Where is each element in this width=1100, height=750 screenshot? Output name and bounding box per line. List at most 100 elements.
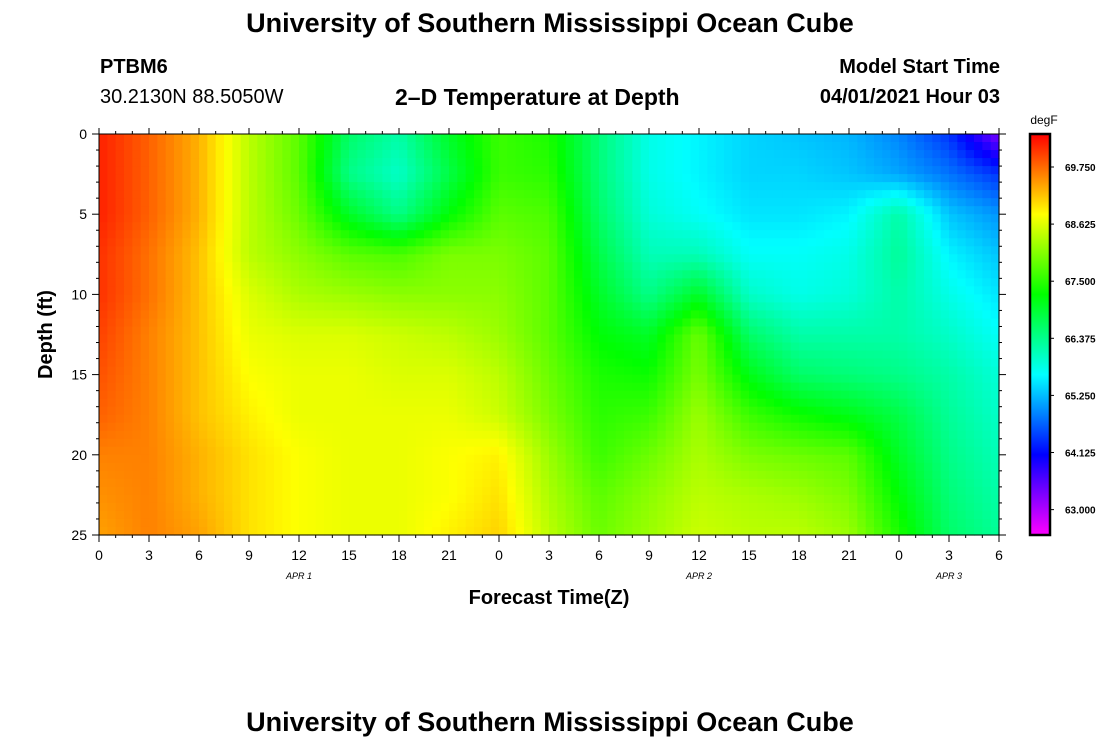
heatmap-cell: [974, 462, 983, 472]
heatmap-cell: [149, 270, 158, 279]
heatmap-cell: [990, 358, 1000, 368]
heatmap-cell: [957, 222, 967, 231]
heatmap-cell: [107, 190, 117, 199]
heatmap-cell: [499, 318, 508, 328]
heatmap-cell: [307, 486, 317, 496]
heatmap-cell: [890, 494, 900, 504]
heatmap-cell: [882, 358, 892, 368]
heatmap-cell: [382, 158, 392, 167]
heatmap-cell: [324, 350, 333, 360]
heatmap-cell: [932, 422, 942, 432]
heatmap-cell: [932, 254, 942, 263]
heatmap-cell: [432, 134, 442, 143]
heatmap-cell: [857, 142, 867, 151]
heatmap-cell: [307, 446, 317, 456]
heatmap-cell: [140, 230, 150, 239]
heatmap-cell: [682, 462, 692, 472]
heatmap-cell: [782, 198, 792, 207]
heatmap-cell: [290, 246, 300, 255]
heatmap-cell: [165, 310, 175, 320]
heatmap-cell: [582, 358, 592, 368]
heatmap-cell: [465, 326, 475, 336]
heatmap-cell: [115, 382, 125, 392]
heatmap-cell: [340, 254, 350, 263]
heatmap-cell: [440, 158, 450, 167]
heatmap-cell: [624, 182, 633, 191]
heatmap-cell: [340, 430, 350, 440]
heatmap-cell: [440, 262, 450, 271]
heatmap-cell: [807, 430, 817, 440]
heatmap-cell: [549, 478, 558, 488]
heatmap-cell: [799, 270, 808, 279]
heatmap-cell: [115, 430, 125, 440]
heatmap-cell: [132, 158, 142, 167]
heatmap-cell: [824, 294, 833, 304]
heatmap-cell: [274, 222, 283, 231]
heatmap-cell: [690, 446, 700, 456]
heatmap-cell: [482, 214, 492, 223]
heatmap-cell: [682, 478, 692, 488]
heatmap-cell: [732, 238, 742, 247]
heatmap-cell: [407, 142, 417, 151]
heatmap-cell: [707, 174, 717, 183]
heatmap-cell: [390, 174, 400, 183]
heatmap-cell: [357, 238, 367, 247]
heatmap-cell: [240, 470, 250, 480]
heatmap-cell: [557, 302, 567, 312]
heatmap-cell: [849, 270, 858, 279]
heatmap-cell: [382, 214, 392, 223]
heatmap-cell: [274, 294, 283, 304]
heatmap-cell: [207, 142, 217, 151]
heatmap-cell: [182, 182, 192, 191]
heatmap-cell: [432, 238, 442, 247]
heatmap-cell: [749, 230, 758, 239]
heatmap-cell: [257, 174, 267, 183]
heatmap-cell: [557, 430, 567, 440]
heatmap-cell: [574, 326, 583, 336]
heatmap-cell: [290, 502, 300, 512]
heatmap-cell: [990, 334, 1000, 344]
heatmap-cell: [490, 262, 500, 271]
heatmap-cell: [257, 278, 267, 287]
heatmap-cell: [565, 174, 575, 183]
heatmap-cell: [915, 382, 925, 392]
heatmap-cell: [674, 270, 683, 279]
heatmap-cell: [482, 462, 492, 472]
heatmap-cell: [315, 390, 325, 400]
heatmap-cell: [599, 454, 608, 464]
heatmap-cell: [982, 358, 992, 368]
heatmap-cell: [857, 366, 867, 376]
heatmap-cell: [574, 166, 583, 175]
heatmap-cell: [215, 422, 225, 432]
heatmap-cell: [390, 366, 400, 376]
heatmap-cell: [524, 158, 533, 167]
heatmap-cell: [849, 222, 858, 231]
heatmap-cell: [765, 366, 775, 376]
heatmap-cell: [857, 382, 867, 392]
heatmap-cell: [507, 214, 517, 223]
heatmap-cell: [174, 230, 183, 239]
heatmap-cell: [299, 150, 308, 159]
heatmap-cell: [107, 254, 117, 263]
heatmap-cell: [940, 318, 950, 328]
heatmap-cell: [249, 438, 258, 448]
heatmap-cell: [415, 334, 425, 344]
heatmap-cell: [140, 414, 150, 424]
heatmap-cell: [174, 422, 183, 432]
heatmap-cell: [724, 358, 733, 368]
heatmap-cell: [924, 438, 933, 448]
heatmap-cell: [215, 278, 225, 287]
heatmap-cell: [857, 390, 867, 400]
heatmap-cell: [899, 470, 908, 480]
heatmap-cell: [324, 230, 333, 239]
heatmap-cell: [115, 294, 125, 304]
heatmap-cell: [649, 238, 658, 247]
heatmap-cell: [515, 262, 525, 271]
heatmap-cell: [832, 214, 842, 223]
heatmap-cell: [349, 262, 358, 271]
heatmap-cell: [549, 222, 558, 231]
heatmap-cell: [624, 486, 633, 496]
heatmap-cell: [949, 350, 958, 360]
heatmap-cell: [740, 446, 750, 456]
heatmap-cell: [232, 390, 242, 400]
